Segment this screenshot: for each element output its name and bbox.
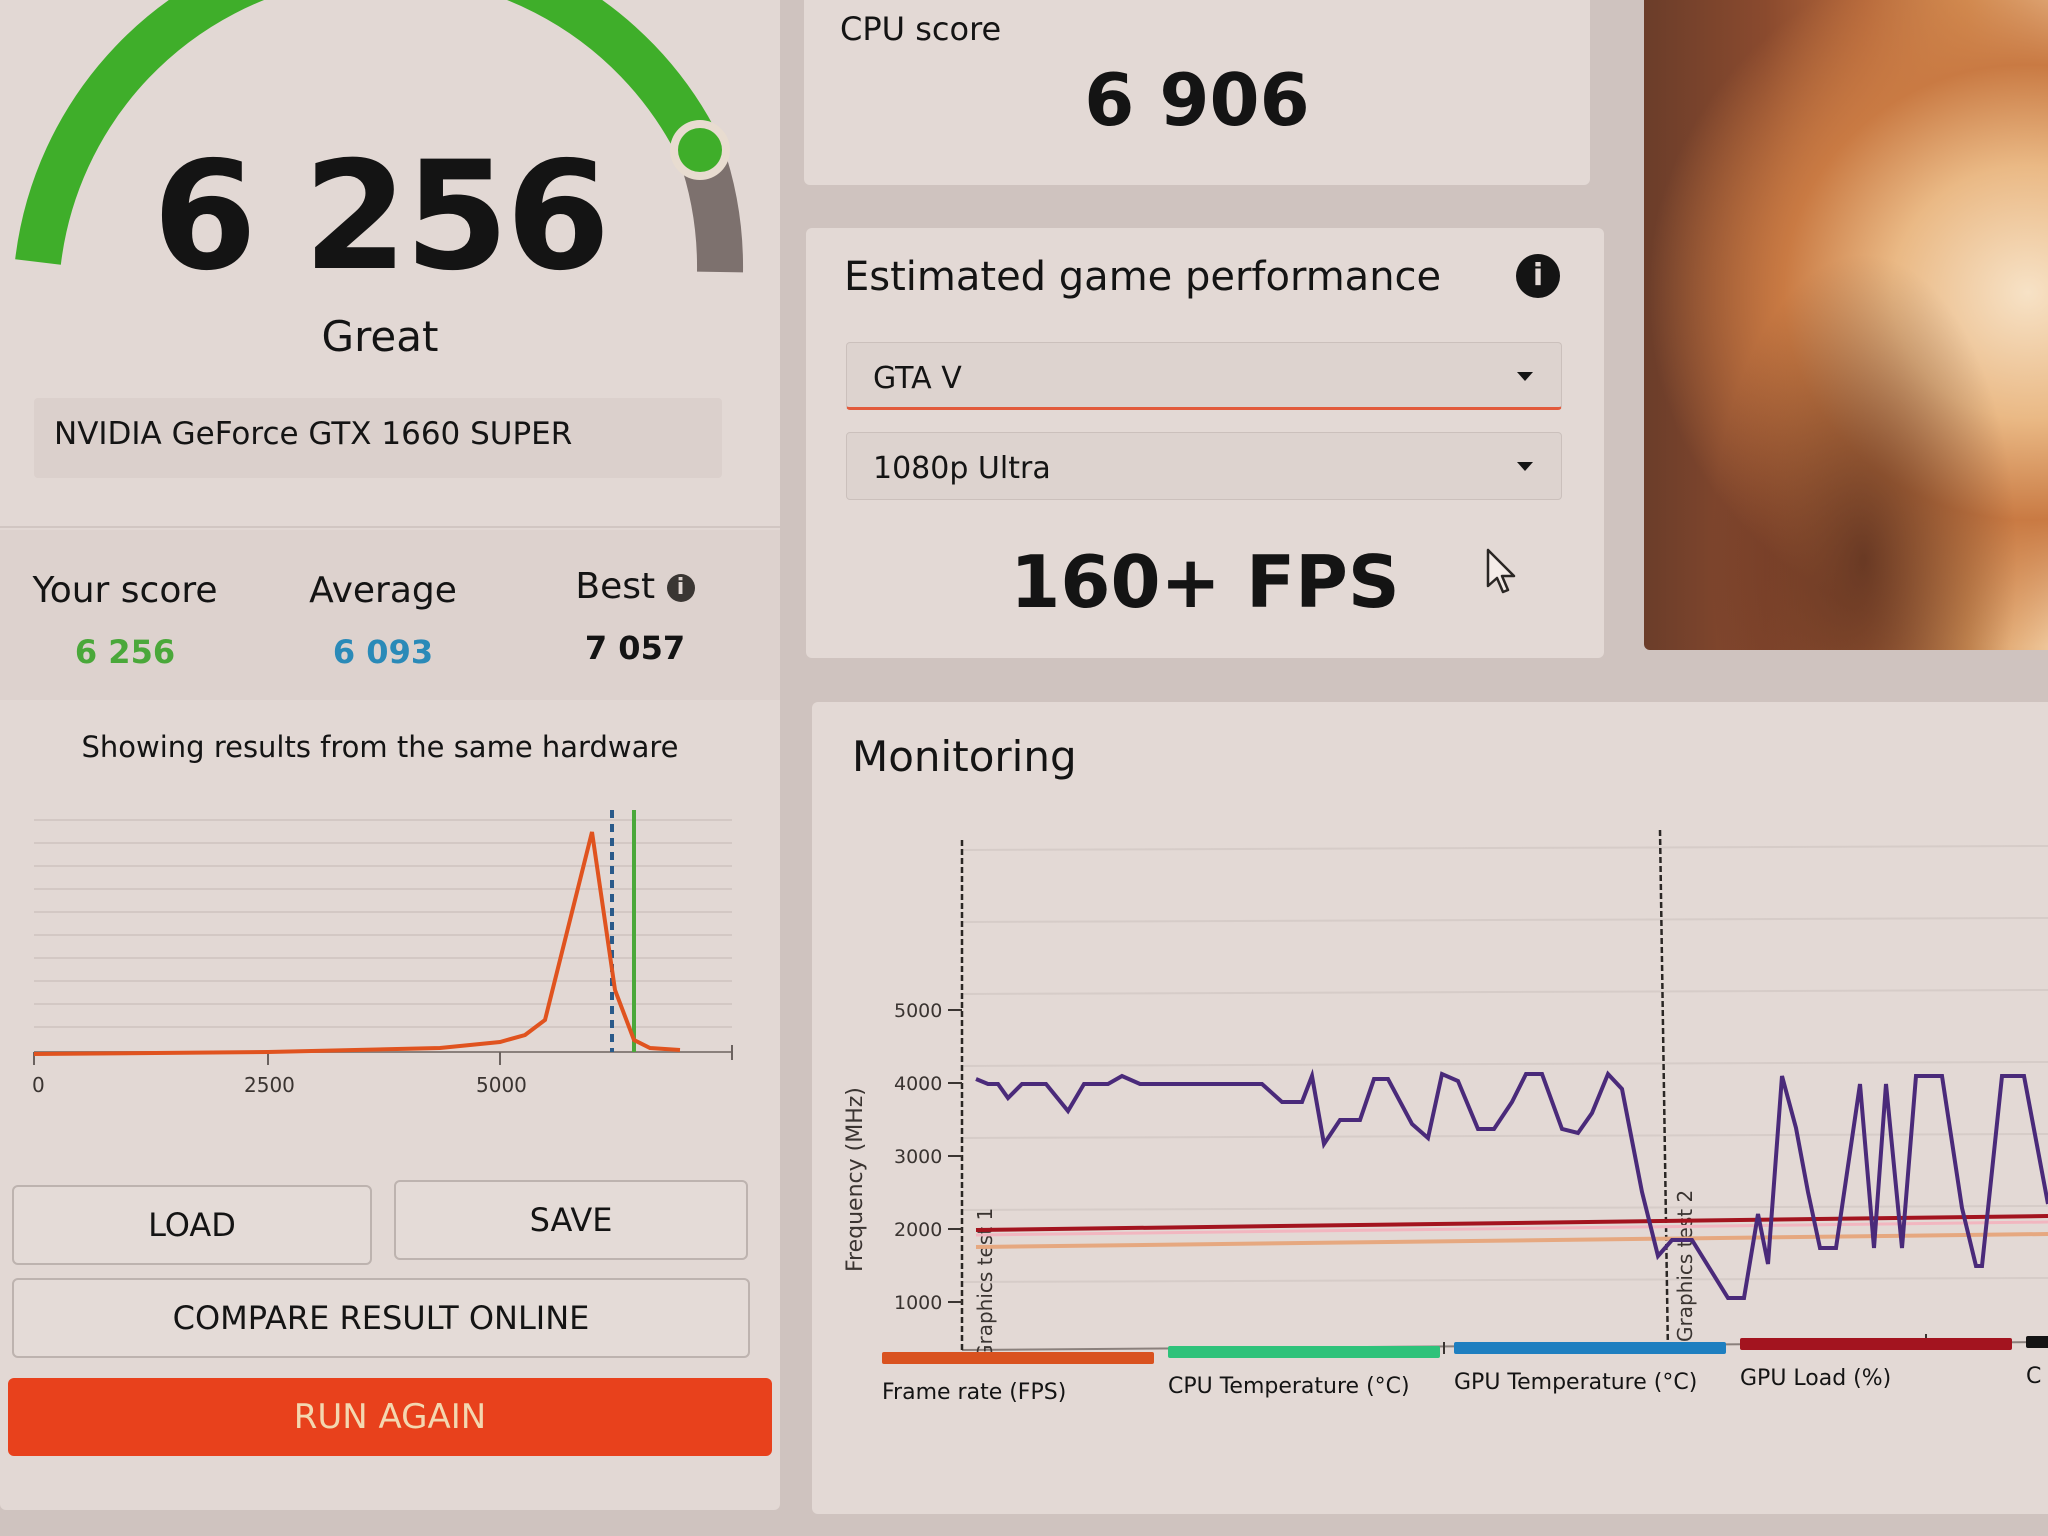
svg-text:5000: 5000 bbox=[894, 1000, 942, 1022]
legend-swatch bbox=[1740, 1338, 2012, 1350]
game-performance-title: Estimated game performance bbox=[844, 254, 1442, 300]
legend-cpu-clock[interactable]: C bbox=[2026, 1336, 2048, 1389]
monitoring-title: Monitoring bbox=[852, 732, 1077, 781]
legend-label: CPU Temperature (°C) bbox=[1168, 1374, 1410, 1399]
your-score-value: 6 256 bbox=[74, 633, 176, 671]
your-score-stat: Your score 6 256 bbox=[10, 570, 240, 671]
svg-text:2500: 2500 bbox=[244, 1073, 295, 1097]
load-button[interactable]: LOAD bbox=[12, 1185, 372, 1265]
svg-text:Graphics test 1: Graphics test 1 bbox=[973, 1208, 997, 1360]
svg-text:3000: 3000 bbox=[894, 1146, 942, 1168]
best-value: 7 057 bbox=[584, 629, 686, 667]
artwork-detail bbox=[1684, 200, 2044, 650]
distribution-caption: Showing results from the same hardware bbox=[81, 730, 679, 764]
compare-result-online-button[interactable]: COMPARE RESULT ONLINE bbox=[12, 1278, 750, 1358]
divider bbox=[0, 526, 780, 528]
legend-label: GPU Temperature (°C) bbox=[1454, 1370, 1698, 1395]
legend-swatch bbox=[2026, 1336, 2048, 1348]
average-label: Average bbox=[309, 570, 457, 611]
chevron-down-icon bbox=[1517, 462, 1533, 471]
score-rating: Great bbox=[321, 312, 439, 361]
gpu-score-panel: 6 256 Great NVIDIA GeForce GTX 1660 SUPE… bbox=[0, 0, 780, 1510]
info-icon[interactable]: i bbox=[1516, 254, 1560, 298]
monitoring-chart: 5000 4000 3000 2000 1000 0 00:00 00:40 0… bbox=[843, 829, 2048, 1360]
legend-label: GPU Load (%) bbox=[1740, 1366, 1892, 1391]
your-score-label: Your score bbox=[32, 570, 218, 611]
preset-select-value: 1080p Ultra bbox=[873, 451, 1051, 486]
game-performance-panel: Estimated game performance i GTA V 1080p… bbox=[806, 228, 1604, 658]
score-gauge bbox=[15, 0, 744, 273]
svg-text:0: 0 bbox=[32, 1073, 45, 1097]
gpu-name: NVIDIA GeForce GTX 1660 SUPER bbox=[54, 416, 573, 452]
legend-frame-rate[interactable]: Frame rate (FPS) bbox=[882, 1352, 1154, 1405]
svg-text:Frequency (MHz): Frequency (MHz) bbox=[843, 1087, 868, 1272]
benchmark-artwork-image bbox=[1644, 0, 2048, 650]
game-select-value: GTA V bbox=[873, 361, 962, 396]
svg-text:2000: 2000 bbox=[894, 1219, 942, 1241]
svg-text:4000: 4000 bbox=[894, 1073, 942, 1095]
cpu-score-label: CPU score bbox=[840, 10, 1002, 48]
best-stat: Best i 7 057 bbox=[520, 566, 750, 667]
svg-text:5000: 5000 bbox=[476, 1073, 527, 1097]
run-again-button[interactable]: RUN AGAIN bbox=[8, 1378, 772, 1456]
score-distribution-chart: 0 2500 5000 bbox=[32, 810, 733, 1097]
info-icon[interactable]: i bbox=[666, 574, 695, 602]
average-stat: Average 6 093 bbox=[268, 570, 498, 671]
game-select[interactable]: GTA V bbox=[846, 342, 1562, 410]
chevron-down-icon bbox=[1517, 372, 1533, 381]
preset-select[interactable]: 1080p Ultra bbox=[846, 432, 1562, 500]
legend-swatch bbox=[1168, 1346, 1440, 1358]
estimated-fps: 160+ FPS bbox=[1010, 540, 1400, 624]
legend-swatch bbox=[1454, 1342, 1726, 1354]
legend-label: C bbox=[2026, 1364, 2042, 1389]
legend-label: Frame rate (FPS) bbox=[882, 1380, 1067, 1405]
legend-gpu-temperature[interactable]: GPU Temperature (°C) bbox=[1454, 1342, 1726, 1395]
mouse-cursor-icon bbox=[1486, 548, 1516, 594]
legend-cpu-temperature[interactable]: CPU Temperature (°C) bbox=[1168, 1346, 1440, 1399]
average-value: 6 093 bbox=[332, 633, 434, 671]
gpu-score: 6 256 bbox=[152, 130, 611, 304]
svg-text:Graphics test 2: Graphics test 2 bbox=[1673, 1190, 1697, 1342]
cpu-score-value: 6 906 bbox=[1084, 58, 1310, 142]
monitoring-panel: Monitoring 5000 4000 3000 2000 1000 0 00… bbox=[812, 702, 2048, 1514]
monitoring-legend: Frame rate (FPS) CPU Temperature (°C) GP… bbox=[882, 1336, 2048, 1432]
score-comparison: Your score 6 256 Average 6 093 Best i 7 … bbox=[0, 530, 780, 700]
svg-text:1000: 1000 bbox=[894, 1292, 942, 1314]
save-button[interactable]: SAVE bbox=[394, 1180, 748, 1260]
gpu-name-box: NVIDIA GeForce GTX 1660 SUPER bbox=[34, 398, 722, 478]
legend-swatch bbox=[882, 1352, 1154, 1364]
cpu-score-panel: CPU score 6 906 bbox=[804, 0, 1590, 185]
legend-gpu-load[interactable]: GPU Load (%) bbox=[1740, 1338, 2012, 1391]
best-label: Best bbox=[575, 566, 656, 607]
